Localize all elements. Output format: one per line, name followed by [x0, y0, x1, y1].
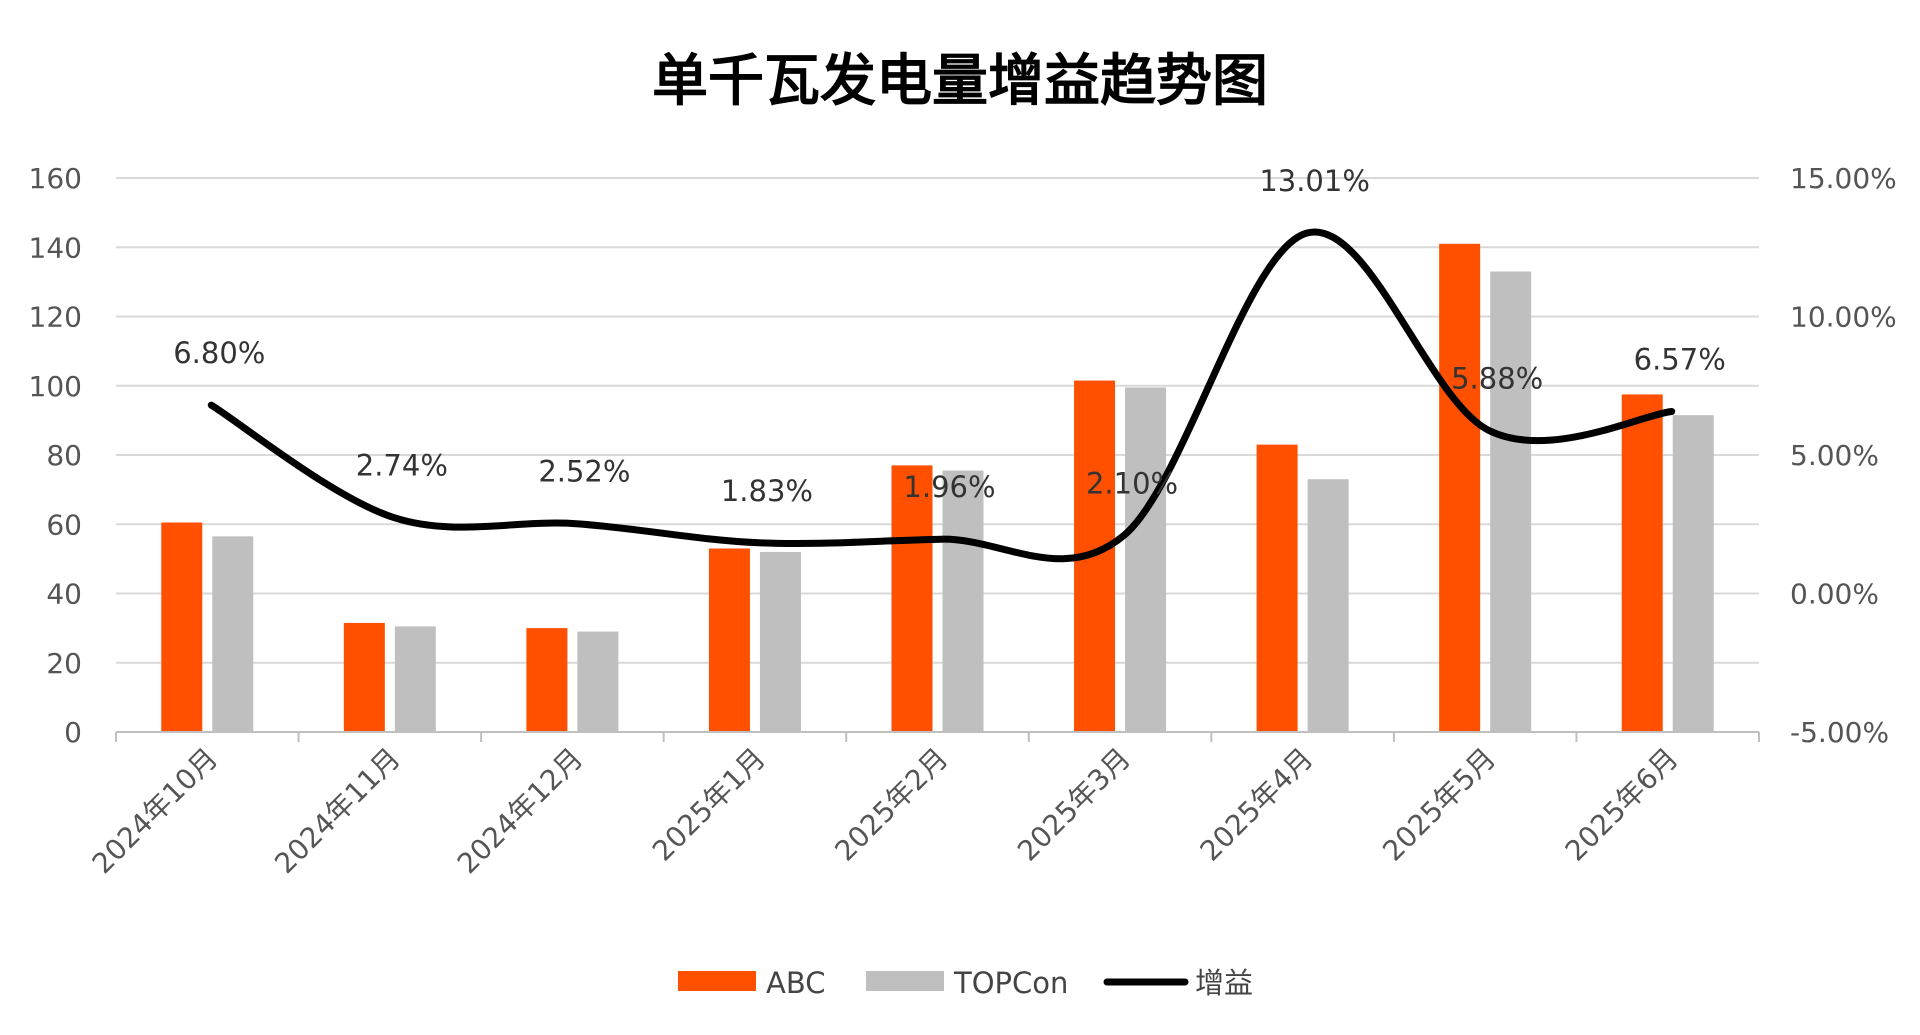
bar-topcon [1307, 479, 1349, 732]
y-left-tick-label: 40 [46, 578, 82, 611]
bar-topcon [1490, 271, 1532, 732]
y-left-tick-label: 80 [46, 439, 82, 472]
y-right-tick-label: 10.00% [1790, 301, 1897, 334]
bar-abc [708, 548, 750, 732]
y-left-tick-label: 140 [29, 231, 82, 264]
bar-abc [1256, 444, 1298, 732]
bar-abc [891, 465, 933, 732]
bar-topcon [394, 626, 436, 732]
y-left-tick-label: 100 [29, 370, 82, 403]
legend-label: 增益 [1195, 966, 1253, 1000]
x-tick-label: 2025年1月 [646, 742, 772, 868]
x-tick-label: 2024年10月 [86, 742, 225, 881]
gain-data-label: 1.83% [721, 474, 813, 508]
x-tick-label: 2024年12月 [451, 742, 590, 881]
legend-swatch-abc [678, 971, 756, 991]
gain-data-label: 6.57% [1634, 343, 1726, 377]
legend-label: ABC [766, 966, 825, 1000]
gain-data-label: 2.74% [356, 449, 448, 483]
y-right-tick-label: 0.00% [1790, 578, 1879, 611]
bar-topcon [577, 631, 619, 732]
gain-data-label: 2.10% [1086, 466, 1178, 500]
bar-topcon [1125, 387, 1167, 732]
gridlines [116, 177, 1759, 664]
y-left-tick-label: 60 [46, 508, 82, 541]
y-left-tick-label: 160 [29, 162, 82, 195]
legend: ABC TOPCon 增益 [678, 966, 1253, 1000]
y-left-tick-label: 120 [29, 301, 82, 334]
y-left-tick-label: 20 [46, 647, 82, 680]
x-tick-label: 2025年4月 [1194, 742, 1320, 868]
bar-topcon [759, 551, 801, 732]
bar-topcon [212, 536, 254, 732]
x-tick-label: 2025年6月 [1559, 742, 1685, 868]
y-right-tick-label: 15.00% [1790, 162, 1897, 195]
y-right-tick-label: -5.00% [1790, 716, 1889, 749]
bar-topcon [1672, 415, 1714, 732]
x-tick-label: 2024年11月 [268, 742, 407, 881]
gain-data-label: 5.88% [1451, 362, 1543, 396]
x-tick-label: 2025年2月 [829, 742, 955, 868]
data-labels: 6.80% 2.74% 2.52% 1.83% 1.96% 2.10% 13.01% 5.88… [173, 164, 1726, 508]
y-right-tick-label: 5.00% [1790, 439, 1879, 472]
x-tick-label: 2025年5月 [1376, 742, 1502, 868]
gain-line [207, 228, 1676, 563]
bar-abc [343, 622, 385, 732]
bar-abc [161, 522, 203, 732]
gain-data-label: 1.96% [903, 470, 995, 504]
chart-title: 单千瓦发电量增益趋势图 [652, 49, 1268, 114]
gain-data-label: 6.80% [173, 336, 265, 370]
y-left-tick-label: 0 [64, 716, 82, 749]
gain-line-layer [207, 228, 1676, 563]
gain-data-label: 13.01% [1259, 164, 1370, 198]
bar-abc [1621, 394, 1663, 732]
legend-swatch-topcon [866, 971, 944, 991]
bars [161, 243, 1714, 732]
x-tick-label: 2025年3月 [1011, 742, 1137, 868]
legend-label: TOPCon [953, 966, 1068, 1000]
bar-topcon [942, 470, 984, 732]
gain-data-label: 2.52% [538, 455, 630, 489]
bar-abc [1439, 243, 1481, 732]
bar-abc [526, 628, 568, 732]
